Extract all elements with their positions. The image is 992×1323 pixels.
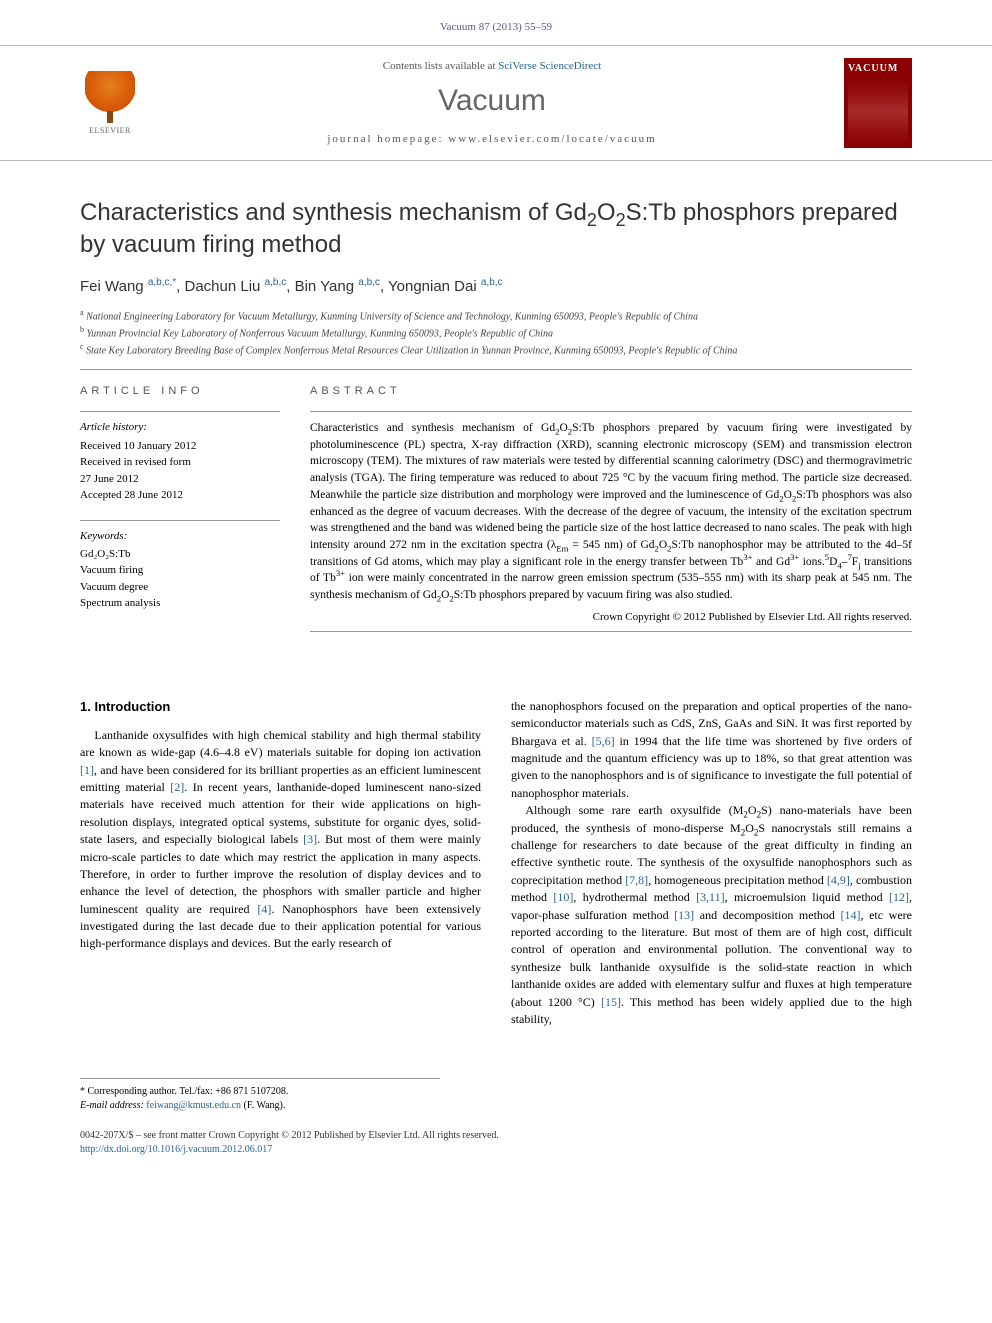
affiliation-a: a National Engineering Laboratory for Va… xyxy=(80,307,912,324)
contents-available-line: Contents lists available at SciVerse Sci… xyxy=(158,59,826,74)
corresp-line: * Corresponding author. Tel./fax: +86 87… xyxy=(80,1085,440,1099)
affiliation-b: b Yunnan Provincial Key Laboratory of No… xyxy=(80,324,912,341)
divider xyxy=(80,520,280,521)
divider xyxy=(310,411,912,412)
corresp-email-line: E-mail address: feiwang@kmust.edu.cn (F.… xyxy=(80,1099,440,1113)
keywords-list: Gd₂O₂S:Tb Vacuum firing Vacuum degree Sp… xyxy=(80,546,280,612)
divider xyxy=(80,411,280,412)
intro-heading: 1. Introduction xyxy=(80,698,481,717)
journal-homepage: journal homepage: www.elsevier.com/locat… xyxy=(158,132,826,147)
keyword: Spectrum analysis xyxy=(80,595,280,612)
masthead: ELSEVIER Contents lists available at Sci… xyxy=(0,45,992,161)
abstract-copyright: Crown Copyright © 2012 Published by Else… xyxy=(310,610,912,625)
affil-text: State Key Laboratory Breeding Base of Co… xyxy=(86,346,737,357)
article-info-label: ARTICLE INFO xyxy=(80,384,280,399)
elsevier-tree-icon xyxy=(85,71,135,121)
history-line: Accepted 28 June 2012 xyxy=(80,487,280,504)
email-suffix: (F. Wang). xyxy=(241,1100,285,1111)
abstract-label: ABSTRACT xyxy=(310,384,912,399)
page-citation: Vacuum 87 (2013) 55–59 xyxy=(0,0,992,45)
article-info-column: ARTICLE INFO Article history: Received 1… xyxy=(80,384,280,632)
article-history: Received 10 January 2012 Received in rev… xyxy=(80,438,280,504)
history-line: Received in revised form xyxy=(80,454,280,471)
affil-mark: a xyxy=(80,308,84,317)
email-link[interactable]: feiwang@kmust.edu.cn xyxy=(146,1100,241,1111)
keyword: Gd₂O₂S:Tb xyxy=(80,546,280,563)
cover-body xyxy=(848,80,908,144)
corresponding-author-footnote: * Corresponding author. Tel./fax: +86 87… xyxy=(80,1078,440,1113)
journal-name: Vacuum xyxy=(158,80,826,122)
history-line: Received 10 January 2012 xyxy=(80,438,280,455)
body-column-right: the nanophosphors focused on the prepara… xyxy=(511,678,912,1028)
elsevier-logo: ELSEVIER xyxy=(80,68,140,138)
history-line: 27 June 2012 xyxy=(80,471,280,488)
intro-paragraph: Lanthanide oxysulfides with high chemica… xyxy=(80,727,481,953)
info-abstract-row: ARTICLE INFO Article history: Received 1… xyxy=(80,369,912,632)
affiliations: a National Engineering Laboratory for Va… xyxy=(80,307,912,359)
doi-link[interactable]: http://dx.doi.org/10.1016/j.vacuum.2012.… xyxy=(80,1144,272,1155)
keyword: Vacuum firing xyxy=(80,562,280,579)
footer-copyright: 0042-207X/$ – see front matter Crown Cop… xyxy=(80,1129,912,1143)
email-label: E-mail address: xyxy=(80,1100,146,1111)
contents-prefix: Contents lists available at xyxy=(383,60,498,72)
affiliation-c: c State Key Laboratory Breeding Base of … xyxy=(80,341,912,358)
page-footer: 0042-207X/$ – see front matter Crown Cop… xyxy=(80,1129,912,1157)
masthead-center: Contents lists available at SciVerse Sci… xyxy=(158,59,826,148)
journal-cover-thumbnail: VACUUM xyxy=(844,58,912,148)
sciencedirect-link[interactable]: SciVerse ScienceDirect xyxy=(498,60,601,72)
elsevier-label: ELSEVIER xyxy=(89,125,131,136)
body-column-left: 1. Introduction Lanthanide oxysulfides w… xyxy=(80,678,481,1028)
history-label: Article history: xyxy=(80,420,280,435)
keywords-label: Keywords: xyxy=(80,529,280,544)
homepage-url: www.elsevier.com/locate/vacuum xyxy=(448,133,656,145)
affil-text: Yunnan Provincial Key Laboratory of Nonf… xyxy=(87,328,553,339)
authors-line: Fei Wang a,b,c,*, Dachun Liu a,b,c, Bin … xyxy=(80,276,912,297)
keyword: Vacuum degree xyxy=(80,579,280,596)
divider xyxy=(310,631,912,632)
body-columns: 1. Introduction Lanthanide oxysulfides w… xyxy=(80,678,912,1028)
abstract-column: ABSTRACT Characteristics and synthesis m… xyxy=(310,384,912,632)
abstract-text: Characteristics and synthesis mechanism … xyxy=(310,420,912,603)
cover-title: VACUUM xyxy=(848,62,908,76)
article-main: Characteristics and synthesis mechanism … xyxy=(0,161,992,1048)
homepage-label: journal homepage: xyxy=(327,133,448,145)
affil-text: National Engineering Laboratory for Vacu… xyxy=(86,311,698,322)
affil-mark: b xyxy=(80,325,84,334)
affil-mark: c xyxy=(80,342,84,351)
article-title: Characteristics and synthesis mechanism … xyxy=(80,197,912,259)
intro-paragraph: the nanophosphors focused on the prepara… xyxy=(511,698,912,802)
intro-paragraph: Although some rare earth oxysulfide (M2O… xyxy=(511,802,912,1028)
